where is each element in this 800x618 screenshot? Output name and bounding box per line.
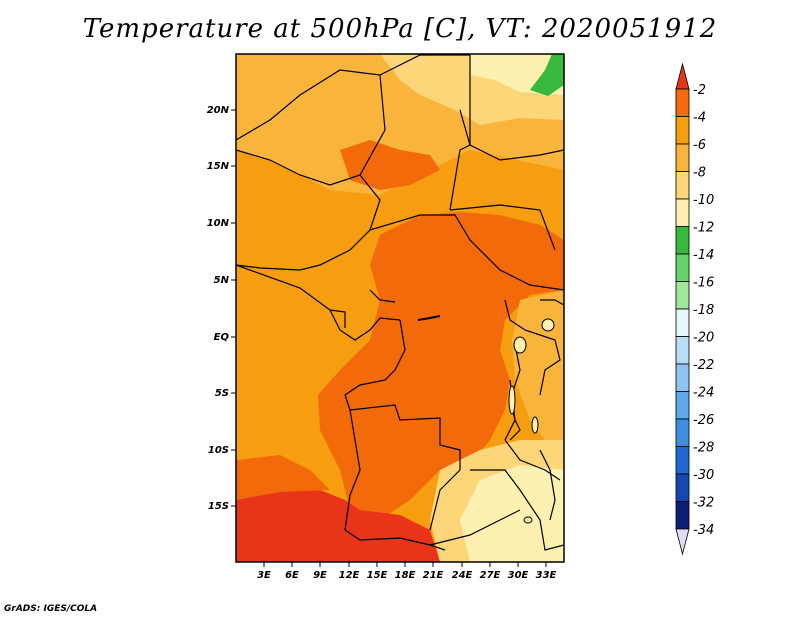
latitude-axis: 20N 15N 10N 5N EQ 5S 10S 15S xyxy=(207,105,236,512)
colorbar-box xyxy=(675,226,690,255)
colorbar-label: -14 xyxy=(693,248,714,263)
longitude-axis: 3E 6E 9E 12E 15E 18E 21E 24E 27E 30E 33E xyxy=(257,562,557,581)
lon-label-30e: 30E xyxy=(508,570,529,581)
colorbar-box xyxy=(675,473,690,502)
colorbar-box xyxy=(675,116,690,145)
lon-label-3e: 3E xyxy=(257,570,271,581)
lon-label-12e: 12E xyxy=(339,570,360,581)
colorbar-box xyxy=(675,418,690,447)
lat-label-eq: EQ xyxy=(214,332,230,343)
colorbar-label: -20 xyxy=(693,331,714,346)
colorbar-label: -22 xyxy=(693,358,714,373)
lon-label-9e: 9E xyxy=(313,570,327,581)
colorbar-label: -8 xyxy=(693,166,706,181)
lon-label-18e: 18E xyxy=(395,570,416,581)
colorbar-box xyxy=(675,336,690,365)
colorbar-box xyxy=(675,253,690,282)
colorbar-box xyxy=(675,281,690,310)
colorbar-label: -4 xyxy=(693,111,706,126)
colorbar-bottom-arrow xyxy=(675,528,690,556)
colorbar-label: -26 xyxy=(693,413,714,428)
lon-label-27e: 27E xyxy=(480,570,501,581)
colorbar-label: -2 xyxy=(693,83,706,98)
colorbar-box xyxy=(675,446,690,475)
colorbar-label: -10 xyxy=(693,193,714,208)
grads-credit: GrADS: IGES/COLA xyxy=(4,604,98,614)
colorbar-label: -28 xyxy=(693,441,714,456)
chart-title: Temperature at 500hPa [C], VT: 202005191… xyxy=(82,14,718,44)
colorbar-label: -12 xyxy=(693,221,714,236)
lat-label-5n: 5N xyxy=(214,275,230,286)
colorbar: -2 -4 -6 -8 -10 -12 -14 -16 -18 -20 -22 -24 -26 -28 -3… xyxy=(675,62,714,556)
colorbar-label: -32 xyxy=(693,496,714,511)
lon-label-6e: 6E xyxy=(285,570,299,581)
colorbar-label: -6 xyxy=(693,138,706,153)
lon-label-21e: 21E xyxy=(423,570,444,581)
lat-label-20n: 20N xyxy=(207,105,230,116)
lat-label-10s: 10S xyxy=(208,445,229,456)
colorbar-label: -18 xyxy=(693,303,714,318)
colorbar-box xyxy=(675,88,690,117)
colorbar-label: -16 xyxy=(693,276,714,291)
colorbar-box xyxy=(675,363,690,392)
map-frame xyxy=(235,53,565,563)
colorbar-label: -24 xyxy=(693,386,714,401)
colorbar-box xyxy=(675,308,690,337)
colorbar-box xyxy=(675,198,690,227)
lon-label-33e: 33E xyxy=(536,570,557,581)
colorbar-box xyxy=(675,143,690,172)
lon-label-24e: 24E xyxy=(452,570,473,581)
lat-label-15n: 15N xyxy=(207,161,230,172)
lon-label-15e: 15E xyxy=(367,570,388,581)
colorbar-label: -30 xyxy=(693,468,714,483)
colorbar-box xyxy=(675,501,690,530)
colorbar-box xyxy=(675,171,690,200)
colorbar-box xyxy=(675,391,690,420)
colorbar-top-arrow xyxy=(675,62,690,90)
lat-label-15s: 15S xyxy=(208,501,229,512)
lat-label-10n: 10N xyxy=(207,218,230,229)
temperature-map xyxy=(236,54,564,562)
colorbar-label: -34 xyxy=(693,523,714,538)
lat-label-5s: 5S xyxy=(215,388,229,399)
